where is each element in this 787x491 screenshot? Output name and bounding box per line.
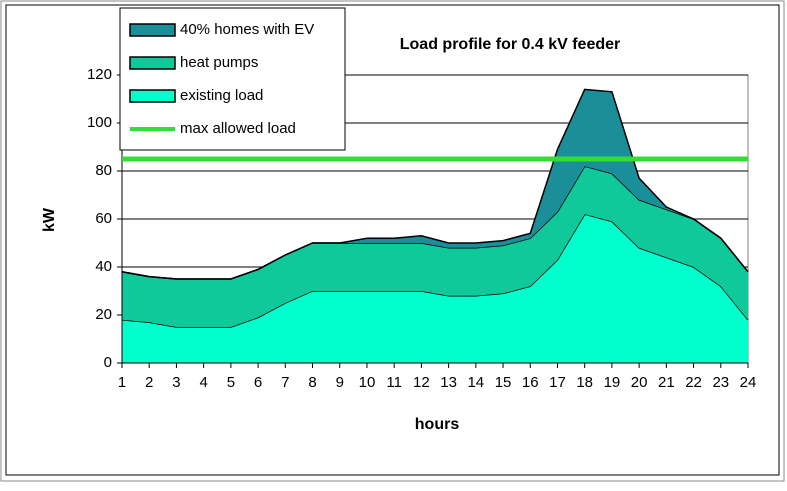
- x-axis-title: hours: [415, 416, 460, 433]
- area-fill: [122, 214, 748, 363]
- x-tick-label: 2: [145, 374, 153, 391]
- x-tick-label: 17: [549, 374, 566, 391]
- legend-label: existing load: [180, 87, 263, 104]
- y-tick-label: 20: [95, 306, 112, 323]
- y-axis-title: kW: [41, 207, 58, 232]
- x-tick-label: 1: [118, 374, 126, 391]
- x-tick-label: 3: [172, 374, 180, 391]
- x-tick-label: 15: [495, 374, 512, 391]
- area-fill: [122, 166, 748, 327]
- x-tick-label: 20: [631, 374, 648, 391]
- x-tick-label: 16: [522, 374, 539, 391]
- x-tick-label: 23: [712, 374, 729, 391]
- x-tick-label: 8: [308, 374, 316, 391]
- x-tick-label: 6: [254, 374, 262, 391]
- x-tick-label: 12: [413, 374, 430, 391]
- legend-label: heat pumps: [180, 54, 258, 71]
- y-tick-label: 80: [95, 162, 112, 179]
- y-tick-label: 120: [87, 66, 112, 83]
- legend-label: 40% homes with EV: [180, 21, 314, 38]
- legend-swatch: [129, 23, 176, 37]
- x-tick-label: 4: [199, 374, 207, 391]
- x-tick-label: 11: [386, 374, 402, 391]
- x-tick-label: 22: [685, 374, 702, 391]
- x-tick-label: 5: [227, 374, 235, 391]
- x-tick-label: 14: [467, 374, 484, 391]
- y-tick-label: 60: [95, 210, 112, 227]
- x-tick-label: 19: [604, 374, 621, 391]
- y-tick-label: 40: [95, 258, 112, 275]
- x-tick-label: 13: [440, 374, 457, 391]
- y-tick-label: 0: [104, 354, 112, 371]
- legend-label: max allowed load: [180, 120, 296, 137]
- x-tick-label: 10: [359, 374, 376, 391]
- chart-title: Load profile for 0.4 kV feeder: [400, 36, 621, 53]
- x-tick-label: 7: [281, 374, 289, 391]
- x-tick-label: 9: [336, 374, 344, 391]
- y-tick-label: 100: [87, 114, 112, 131]
- legend-swatch: [129, 56, 176, 70]
- chart-frame: [5, 4, 780, 476]
- x-tick-label: 18: [576, 374, 593, 391]
- x-tick-label: 21: [658, 374, 675, 391]
- area-edge: [121, 88, 749, 280]
- area-fill: [122, 89, 748, 280]
- legend: 40% homes with EV heat pumps existing load…: [119, 7, 346, 151]
- x-tick-label: 24: [740, 374, 757, 391]
- legend-swatch: [129, 89, 176, 103]
